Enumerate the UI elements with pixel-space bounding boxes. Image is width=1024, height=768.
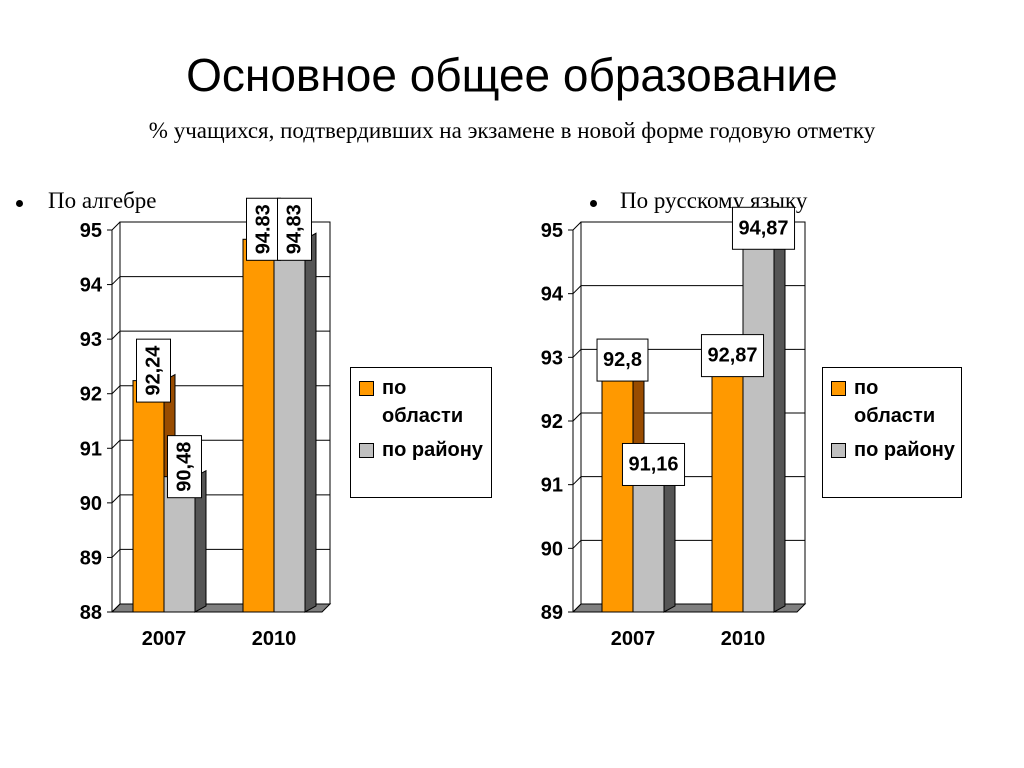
value-label-box: [700, 334, 765, 378]
value-label-text: 91,16: [628, 453, 678, 475]
y-tick-label: 93: [541, 347, 563, 369]
bar: [632, 473, 665, 613]
value-label-text: 94,87: [738, 217, 788, 239]
bar: [711, 365, 744, 613]
value-label: 92,87: [700, 334, 765, 378]
value-label-box: [277, 197, 312, 261]
legend-label: по области: [854, 377, 936, 427]
y-tick-label: 94: [80, 275, 103, 297]
value-label: 91,16: [621, 442, 686, 486]
legend: по области по району: [822, 367, 962, 498]
legend-swatch: [831, 381, 846, 396]
y-tick-label: 93: [80, 329, 102, 351]
value-label: 94,83: [277, 197, 312, 261]
value-label-box: [136, 338, 171, 403]
y-tick-label: 91: [541, 475, 563, 497]
value-label-text: 90,48: [174, 442, 196, 492]
legend-label: по району: [382, 439, 483, 461]
bar-side: [304, 232, 317, 613]
legend-swatch: [831, 443, 846, 458]
value-label: 90,48: [167, 435, 202, 499]
legend-entry: по району: [831, 436, 957, 464]
value-label-box: [596, 338, 649, 382]
value-label-text: 94.83: [253, 204, 275, 254]
value-label-box: [731, 206, 796, 250]
bullet: [590, 200, 597, 207]
legend-label: по области: [382, 377, 464, 427]
y-tick-label: 88: [80, 602, 102, 624]
value-label-text: 94,83: [284, 204, 306, 254]
value-label: 94.83: [246, 197, 281, 261]
bar-side: [773, 231, 786, 613]
x-tick-label: 2010: [252, 628, 297, 650]
bar: [242, 238, 275, 613]
value-label-box: [167, 435, 202, 499]
chart-title: По алгебре: [48, 188, 157, 213]
slide-title: Основное общее образование: [186, 49, 838, 101]
grid-line: [572, 221, 805, 231]
legend-entry: по району: [359, 436, 487, 464]
bar-side: [663, 467, 676, 613]
y-tick-label: 95: [541, 220, 563, 242]
y-tick-label: 95: [80, 220, 102, 242]
value-label-text: 92,8: [603, 349, 642, 371]
slide-subtitle: % учащихся, подтвердивших на экзамене в …: [148, 118, 876, 143]
y-tick-label: 89: [80, 547, 102, 569]
y-tick-label: 92: [80, 384, 102, 406]
y-tick-label: 94: [541, 284, 564, 306]
x-tick-label: 2007: [611, 628, 656, 650]
legend-label: по району: [854, 439, 955, 461]
value-label: 92,24: [136, 338, 171, 403]
value-label: 92,8: [596, 338, 649, 382]
y-tick-label: 91: [80, 438, 102, 460]
bullet: [16, 200, 23, 207]
bar: [163, 476, 196, 613]
value-label-text: 92,87: [707, 345, 757, 367]
bar: [273, 238, 306, 613]
legend-entry: по области: [831, 374, 957, 430]
x-tick-label: 2010: [721, 628, 766, 650]
value-label-box: [246, 197, 281, 261]
y-tick-label: 90: [80, 493, 102, 515]
y-tick-label: 92: [541, 411, 563, 433]
value-label: 94,87: [731, 206, 796, 250]
legend-swatch: [359, 443, 374, 458]
value-label-box: [621, 442, 686, 486]
bar: [132, 380, 165, 613]
bar: [601, 369, 634, 613]
y-tick-label: 89: [541, 602, 563, 624]
x-tick-label: 2007: [142, 628, 187, 650]
legend-entry: по области: [359, 374, 487, 430]
legend-swatch: [359, 381, 374, 396]
grid-line: [572, 285, 805, 295]
y-tick-label: 90: [541, 538, 563, 560]
value-label-text: 92,24: [143, 345, 165, 396]
legend: по области по району: [350, 367, 492, 498]
bar: [742, 237, 775, 613]
